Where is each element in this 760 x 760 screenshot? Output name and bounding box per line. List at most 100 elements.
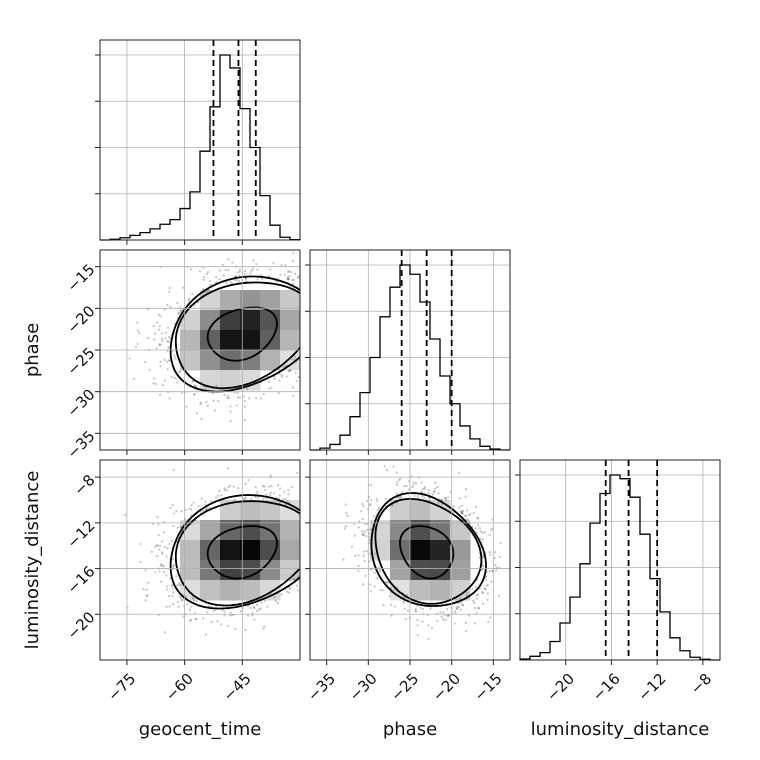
scatter-point (369, 590, 372, 593)
scatter-point (295, 584, 299, 587)
scatter-point (313, 542, 315, 544)
density-cell (390, 560, 411, 581)
scatter-point (165, 585, 169, 588)
scatter-point (158, 393, 162, 396)
scatter-point (279, 487, 282, 490)
scatter-point (320, 550, 322, 552)
scatter-point (278, 494, 281, 497)
scatter-point (246, 605, 250, 608)
scatter-point (373, 585, 376, 588)
scatter-point (270, 386, 273, 389)
scatter-point (191, 293, 194, 296)
scatter-point (363, 530, 367, 533)
scatter-point (369, 484, 372, 487)
scatter-point (136, 342, 139, 346)
scatter-point (244, 496, 247, 499)
scatter-point (294, 371, 297, 374)
scatter-point (322, 337, 324, 339)
scatter-point (331, 315, 333, 317)
scatter-point (381, 589, 384, 592)
scatter-point (392, 589, 395, 592)
scatter-point (218, 489, 221, 493)
scatter-point (192, 501, 195, 504)
scatter-point (144, 569, 147, 572)
scatter-point (259, 274, 263, 277)
scatter-point (152, 338, 156, 341)
scatter-point (162, 565, 166, 568)
scatter-point (313, 348, 315, 350)
scatter-point (314, 295, 316, 297)
scatter-point (324, 575, 326, 577)
density-cell (280, 520, 300, 541)
density-cell (260, 580, 281, 601)
x-tick-label: −30 (346, 670, 381, 705)
scatter-point (158, 325, 161, 328)
scatter-point (254, 496, 257, 499)
scatter-point (249, 272, 252, 275)
scatter-point (178, 583, 181, 587)
scatter-point (167, 335, 170, 338)
contour-line (169, 275, 300, 393)
scatter-point (362, 550, 365, 553)
scatter-point (318, 526, 320, 528)
scatter-point (313, 319, 315, 321)
scatter-point (133, 377, 136, 380)
scatter-point (290, 485, 294, 489)
scatter-point (312, 555, 314, 557)
y-axis-label: phase (22, 323, 43, 377)
density-cell (220, 330, 241, 351)
scatter-point (292, 386, 295, 389)
scatter-point (221, 609, 224, 612)
scatter-point (167, 346, 170, 349)
scatter-point (225, 281, 228, 284)
scatter-point (461, 603, 464, 607)
scatter-point (314, 349, 316, 351)
scatter-point (171, 594, 174, 598)
scatter-point (223, 610, 226, 613)
scatter-point (287, 270, 290, 273)
scatter-point (204, 387, 207, 391)
scatter-point (330, 543, 332, 545)
scatter-point (332, 317, 334, 319)
scatter-point (416, 619, 419, 622)
scatter-point (413, 494, 416, 497)
scatter-point (442, 611, 445, 614)
scatter-point (206, 611, 209, 614)
scatter-point (180, 510, 183, 513)
scatter-point (369, 504, 372, 507)
scatter-point (193, 393, 196, 396)
scatter-point (287, 591, 291, 594)
scatter-point (238, 270, 241, 273)
scatter-point (242, 395, 245, 398)
scatter-point (148, 368, 151, 371)
scatter-point (192, 599, 196, 602)
scatter-point (476, 517, 479, 520)
scatter-point (160, 551, 164, 554)
scatter-point (283, 490, 286, 493)
scatter-point (283, 273, 286, 276)
scatter-point (302, 574, 304, 576)
scatter-point (384, 580, 388, 583)
scatter-point (157, 523, 160, 526)
scatter-point (324, 559, 326, 561)
scatter-point (313, 325, 315, 327)
scatter-point (494, 564, 497, 567)
scatter-point (327, 271, 329, 273)
scatter-point (172, 512, 176, 515)
scatter-point (292, 578, 295, 581)
scatter-point (204, 508, 208, 511)
scatter-point (195, 412, 199, 415)
scatter-point (292, 252, 295, 255)
scatter-point (307, 506, 309, 508)
scatter-point (378, 568, 382, 572)
scatter-point (404, 618, 407, 621)
scatter-point (356, 279, 358, 281)
scatter-point (285, 375, 288, 378)
scatter-point (467, 614, 471, 617)
scatter-point (488, 550, 491, 554)
scatter-point (292, 278, 295, 282)
scatter-point (167, 326, 170, 329)
scatter-point (339, 546, 341, 548)
scatter-point (311, 326, 313, 328)
scatter-point (320, 563, 322, 565)
